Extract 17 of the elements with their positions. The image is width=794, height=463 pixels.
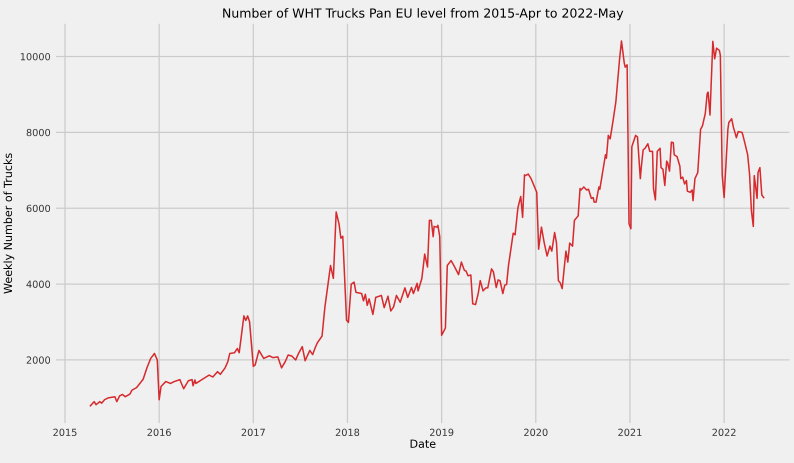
x-tick-label: 2022	[712, 428, 736, 436]
x-tick-label: 2016	[147, 428, 171, 436]
x-tick-label: 2015	[53, 428, 77, 436]
y-axis-title: Weekly Number of Trucks	[3, 153, 14, 294]
x-axis-title: Date	[410, 440, 436, 448]
y-tick-label: 8000	[26, 128, 50, 136]
x-tick-label: 2017	[242, 428, 265, 436]
y-tick-label: 6000	[26, 204, 50, 212]
line-series	[90, 40, 764, 407]
y-tick-label: 2000	[26, 356, 50, 364]
x-tick-label: 2018	[336, 428, 360, 436]
chart-title: Number of WHT Trucks Pan EU level from 2015-Apr to 2022-May	[223, 8, 624, 20]
y-tick-label: 10000	[20, 53, 50, 60]
x-tick-label: 2021	[618, 428, 642, 436]
y-tick-label: 4000	[26, 280, 50, 288]
x-tick-label: 2019	[430, 428, 454, 436]
x-tick-label: 2020	[524, 428, 548, 436]
